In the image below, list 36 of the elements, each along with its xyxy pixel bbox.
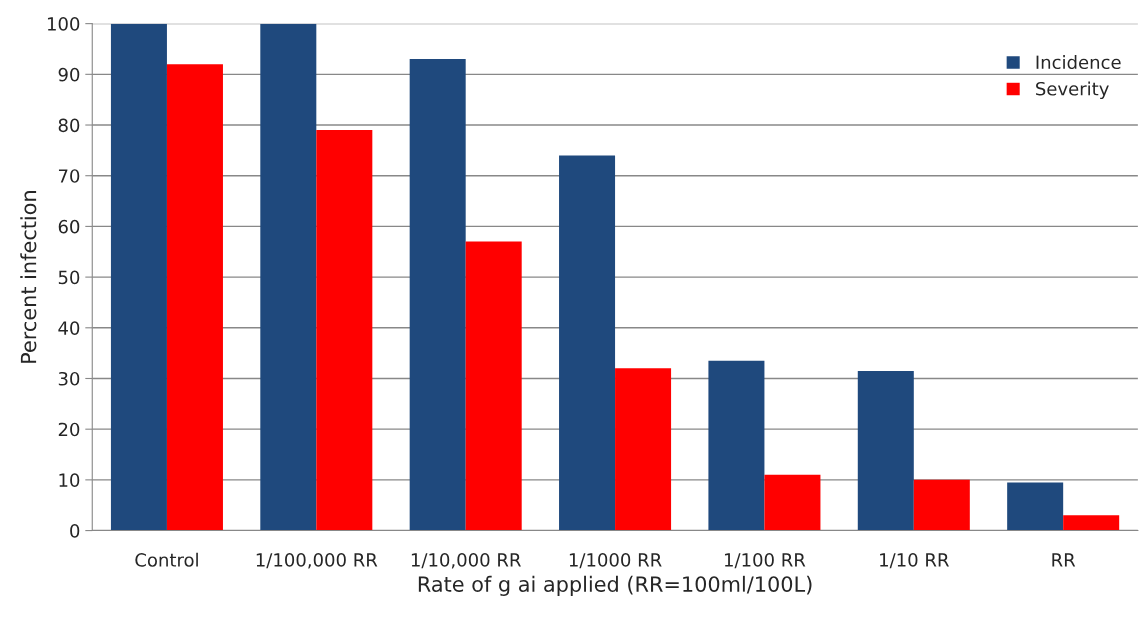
bar <box>913 479 970 531</box>
y-tick-label: 20 <box>58 422 80 437</box>
bar <box>260 23 317 531</box>
bar <box>316 130 373 531</box>
x-tick-label: RR <box>1052 553 1076 567</box>
bar <box>1063 515 1120 531</box>
bar <box>764 474 821 531</box>
bar <box>559 155 616 531</box>
bar <box>465 241 522 531</box>
bar <box>615 368 672 531</box>
x-tick-label: 1/100 RR <box>724 553 806 569</box>
y-tick-label: 100 <box>47 17 80 31</box>
bar <box>110 23 167 531</box>
y-tick-label: 60 <box>58 219 80 234</box>
y-tick-label: 50 <box>58 270 80 285</box>
bar <box>857 370 914 531</box>
x-tick-label: 1/10 RR <box>880 553 949 569</box>
y-tick-label: 80 <box>58 118 80 133</box>
bar <box>409 59 466 531</box>
y-tick-label: 90 <box>58 67 80 82</box>
legend-label: Incidence <box>1036 55 1121 70</box>
y-tick-label: 0 <box>70 524 80 538</box>
bar <box>1007 482 1064 531</box>
legend-label: Severity <box>1036 81 1109 100</box>
bar <box>708 360 765 531</box>
y-axis-title: Percent infection <box>20 191 37 363</box>
bar <box>166 64 223 531</box>
x-axis-title: Rate of g ai applied (RR=100ml/100L) <box>418 575 812 596</box>
y-tick-label: 30 <box>58 371 80 386</box>
y-tick-label: 70 <box>58 169 80 183</box>
y-tick-label: 10 <box>59 473 80 487</box>
x-tick-label: 1/100,000 RR <box>256 553 378 569</box>
x-tick-label: Control <box>135 552 198 567</box>
x-tick-label: 1/10,000 RR <box>411 553 521 569</box>
x-tick-label: 1/1000 RR <box>569 553 662 569</box>
y-tick-label: 40 <box>58 321 80 335</box>
